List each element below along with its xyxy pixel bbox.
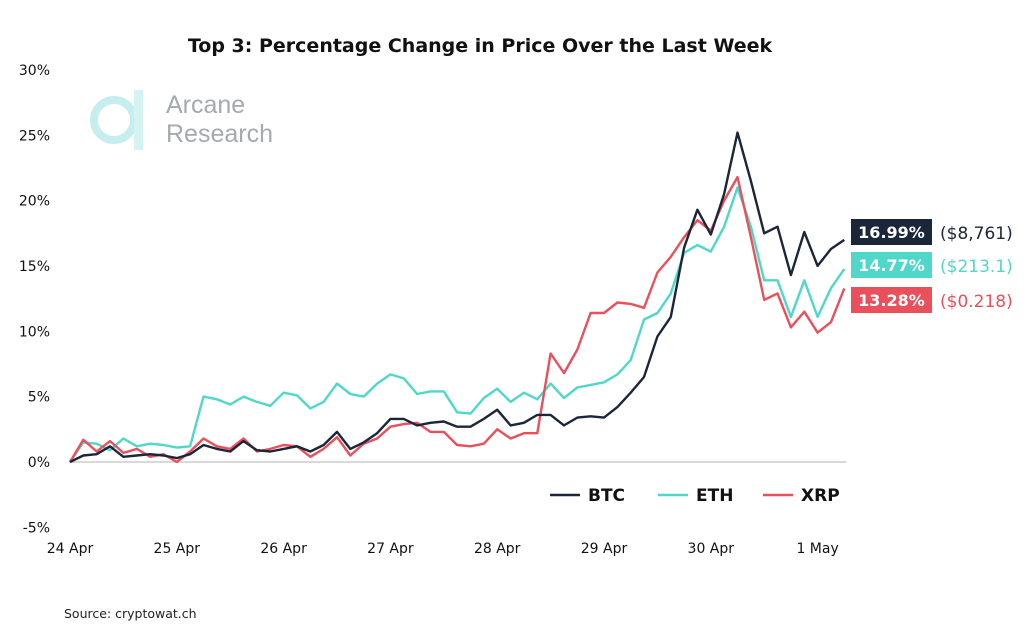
end-label-value: 13.28% [858, 291, 925, 310]
legend-label: ETH [696, 486, 733, 506]
x-tick-label: 24 Apr [47, 541, 94, 557]
series-line-xrp [68, 175, 846, 464]
chart-title: Top 3: Percentage Change in Price Over t… [188, 35, 773, 57]
end-label-box-btc [851, 219, 932, 245]
series-line-btc [69, 131, 845, 464]
y-tick-label: -5% [23, 520, 50, 536]
x-tick-label: 27 Apr [367, 541, 414, 557]
y-tick-label: 25% [19, 128, 50, 144]
legend-label: BTC [588, 486, 625, 506]
y-tick-label: 15% [19, 259, 50, 275]
logo-bar [134, 90, 143, 150]
end-label-price: ($0.218) [940, 292, 1013, 312]
y-tick-label: 30% [19, 63, 50, 79]
y-tick-label: 0% [28, 455, 50, 471]
y-tick-label: 10% [19, 324, 50, 340]
end-labels: 16.99% ($8,761) 14.77% ($213.1) 13.28% ($0.21… [851, 219, 1013, 313]
x-tick-label: 25 Apr [154, 541, 201, 557]
y-tick-label: 20% [19, 194, 50, 210]
end-label-price: ($213.1) [940, 257, 1013, 277]
x-tick-label: 1 May [796, 541, 838, 557]
end-label-box-eth [851, 252, 932, 278]
logo-line1: Arcane [166, 91, 245, 119]
legend: BTC ETH XRP [550, 486, 840, 506]
series-line-eth [69, 186, 846, 463]
y-axis: -5% 0% 5% 10% 15% 20% 25% 30% [19, 63, 50, 536]
logo-line2: Research [166, 120, 273, 148]
end-label-box-xrp [851, 287, 932, 313]
end-label-price: ($8,761) [940, 224, 1013, 244]
series-lines [68, 131, 846, 464]
legend-label: XRP [801, 486, 840, 506]
source-note: Source: cryptowat.ch [64, 606, 197, 621]
x-tick-label: 26 Apr [260, 541, 307, 557]
end-label-value: 14.77% [858, 256, 925, 275]
x-tick-label: 28 Apr [474, 541, 521, 557]
end-label-value: 16.99% [858, 223, 925, 242]
x-tick-label: 30 Apr [688, 541, 735, 557]
logo: Arcane Research [90, 90, 273, 150]
x-tick-label: 29 Apr [581, 541, 628, 557]
logo-ring [90, 96, 138, 144]
x-axis: 24 Apr 25 Apr 26 Apr 27 Apr 28 Apr 29 Apr 30 A… [47, 541, 839, 557]
y-tick-label: 5% [28, 390, 50, 406]
